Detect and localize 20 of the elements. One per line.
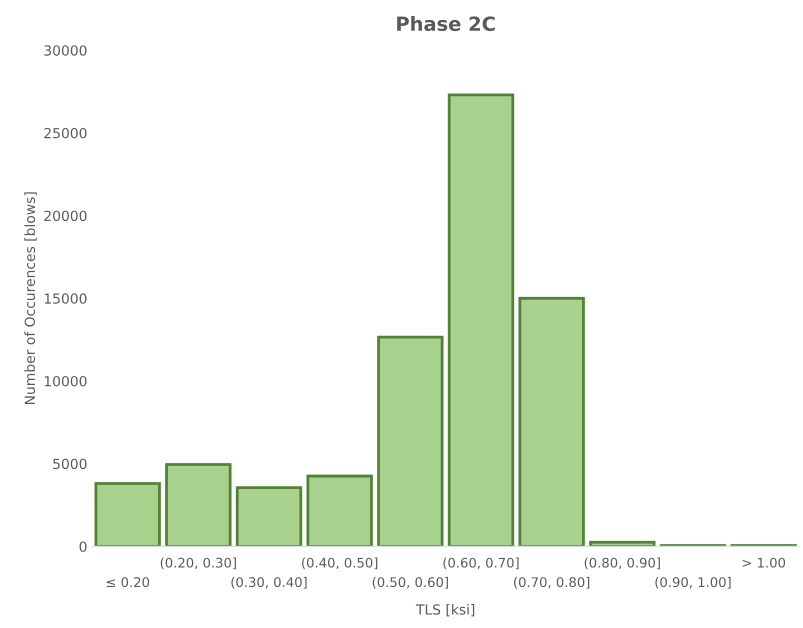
x-tick-label: ≤ 0.20 bbox=[106, 577, 150, 588]
x-tick-label: (0.90, 1.00] bbox=[655, 576, 731, 589]
y-tick-label: 30000 bbox=[44, 45, 87, 56]
y-tick-label: 5000 bbox=[53, 458, 87, 470]
y-tick-label: 20000 bbox=[44, 210, 87, 222]
y-tick-label: 0 bbox=[80, 541, 87, 552]
y-tick-label: 10000 bbox=[44, 376, 87, 386]
y-tick-label: 15000 bbox=[44, 293, 87, 304]
x-tick-label: (0.50, 0.60] bbox=[372, 576, 448, 589]
x-axis-title: TLS [ksi] bbox=[416, 604, 474, 616]
x-tick-label: (0.70, 0.80] bbox=[514, 576, 590, 589]
x-tick-label: (0.40, 0.50] bbox=[302, 557, 378, 570]
x-tick-label: (0.80, 0.90] bbox=[584, 557, 660, 570]
x-tick-label: (0.60, 0.70] bbox=[443, 557, 519, 570]
y-axis-title: Number of Occurences [blows] bbox=[24, 192, 37, 404]
x-tick-label: (0.20, 0.30] bbox=[160, 557, 236, 570]
y-tick-label: 25000 bbox=[44, 128, 87, 138]
x-tick-label: (0.30, 0.40] bbox=[231, 576, 307, 589]
chart-title: Phase 2C bbox=[397, 16, 495, 32]
x-tick-label: > 1.00 bbox=[742, 558, 786, 568]
